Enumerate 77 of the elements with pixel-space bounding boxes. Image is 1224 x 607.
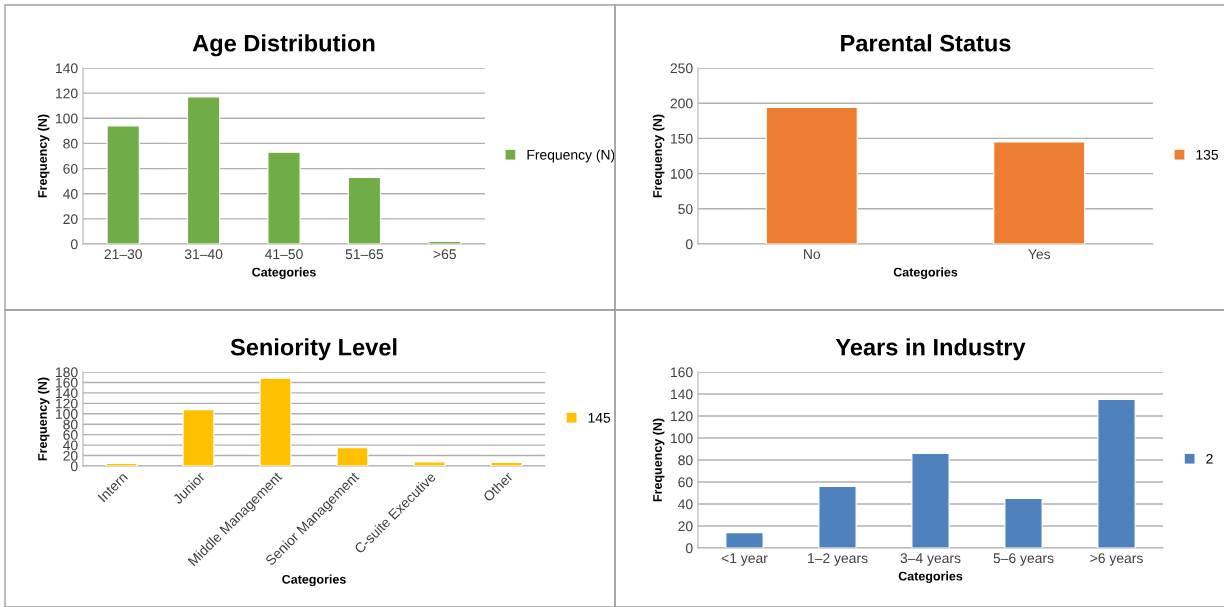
y-tick-label: 60 (63, 163, 78, 174)
y-tick-label: 40 (63, 189, 78, 199)
x-axis-title: Categories (252, 267, 316, 280)
y-tick-label: 0 (70, 239, 78, 250)
y-tick-label: 0 (70, 461, 78, 472)
bar (1097, 398, 1136, 548)
y-tick-label: 140 (56, 388, 78, 399)
x-axis-title: Categories (898, 571, 963, 584)
y-tick-label: 40 (678, 499, 693, 510)
y-axis-title: Frequency (N) (652, 114, 665, 198)
y-axis-title: Frequency (N) (37, 114, 50, 198)
y-tick-label: 100 (671, 433, 693, 444)
bar (413, 461, 446, 466)
bar (106, 125, 140, 244)
y-tick-label: 250 (670, 63, 693, 74)
x-tick-label: No (804, 249, 821, 260)
x-tick-label: 41–50 (265, 249, 303, 260)
y-tick-label: 150 (671, 133, 693, 144)
y-tick-label: 60 (678, 477, 693, 488)
bar (725, 532, 764, 548)
y-axis-title: Frequency (N) (652, 418, 665, 502)
y-tick-label: 200 (670, 98, 693, 109)
y-tick-label: 160 (671, 367, 693, 378)
y-tick-label: 20 (63, 214, 78, 225)
y-tick-label: 20 (63, 450, 78, 461)
x-tick-label: <1 year (721, 553, 768, 566)
y-tick-label: 120 (56, 398, 78, 409)
y-tick-label: 100 (56, 409, 78, 419)
y-tick-label: 140 (671, 389, 693, 400)
bar (259, 377, 292, 466)
chart-title: Years in Industry (835, 338, 1026, 361)
y-tick-label: 50 (678, 204, 693, 214)
x-tick-label: 3–4 years (900, 553, 961, 566)
y-tick-label: 100 (56, 113, 78, 124)
bar (428, 240, 462, 244)
bar (186, 96, 221, 244)
x-axis-title: Categories (893, 267, 958, 280)
x-tick-label: Yes (1028, 249, 1051, 260)
y-tick-label: 60 (63, 430, 78, 440)
legend-label: Frequency (N) (527, 149, 615, 163)
bar (267, 151, 301, 244)
legend-label: 145 (588, 413, 611, 423)
legend-label: 2 (1206, 453, 1213, 464)
y-tick-label: 160 (56, 377, 78, 388)
x-axis-title: Categories (282, 574, 346, 587)
x-tick-label: 5–6 years (993, 553, 1054, 566)
bar (490, 461, 523, 466)
bar (818, 485, 857, 548)
x-tick-label: 1–2 years (808, 553, 868, 566)
bar (1004, 497, 1043, 548)
x-tick-label: >6 years (1090, 553, 1143, 566)
x-tick-label: 31–40 (184, 249, 223, 260)
y-tick-label: 180 (56, 367, 78, 378)
y-tick-label: 80 (63, 138, 78, 149)
x-tick-label: >65 (433, 249, 456, 260)
y-tick-label: 120 (671, 411, 693, 422)
y-tick-label: 0 (685, 239, 693, 250)
bar (347, 176, 382, 244)
bar (105, 462, 138, 466)
chart-title: Parental Status (841, 34, 1011, 52)
y-tick-label: 80 (63, 419, 78, 430)
chart-title: Age Distribution (192, 34, 375, 57)
legend-label: 135 (1196, 149, 1219, 160)
chart-title: Seniority Level (230, 338, 397, 361)
y-axis-title: Frequency (N) (37, 377, 50, 461)
x-tick-label: 21–30 (104, 249, 142, 260)
y-tick-label: 120 (56, 88, 78, 99)
bar (336, 447, 369, 466)
bar (182, 409, 215, 466)
x-tick-label: 51–65 (345, 249, 384, 260)
y-tick-label: 80 (678, 455, 693, 466)
y-tick-label: 0 (685, 543, 693, 554)
bar (911, 452, 950, 548)
y-tick-label: 100 (671, 168, 693, 179)
y-tick-label: 140 (56, 63, 78, 74)
y-tick-label: 40 (63, 440, 78, 451)
y-tick-label: 20 (678, 521, 693, 532)
